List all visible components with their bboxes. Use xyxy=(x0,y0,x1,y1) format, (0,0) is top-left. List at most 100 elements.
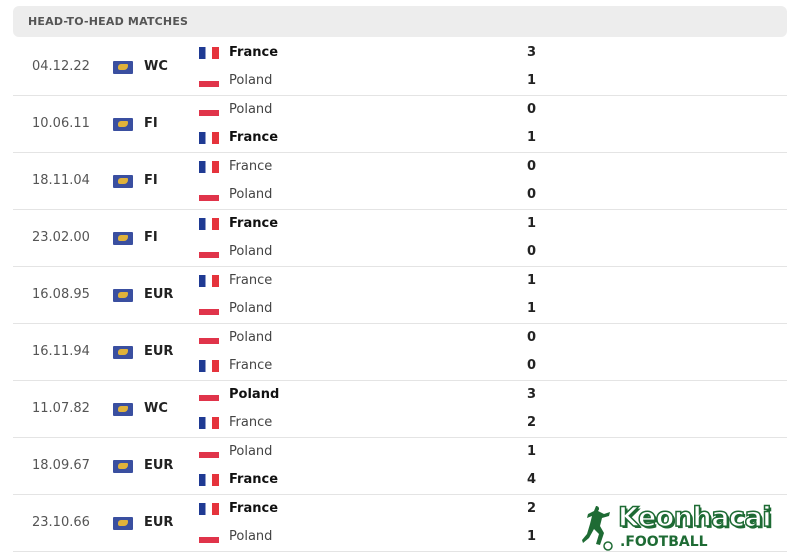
competition-world-icon xyxy=(113,118,133,131)
watermark-suffix: .FOOTBALL xyxy=(620,534,708,550)
team-score: 0 xyxy=(527,330,537,345)
team-score: 0 xyxy=(527,102,537,117)
team-name: Poland xyxy=(229,244,273,259)
match-date: 23.10.66 xyxy=(32,515,90,530)
team-name: France xyxy=(229,130,279,145)
competition-world-icon xyxy=(113,61,133,74)
poland-flag-icon xyxy=(199,332,219,344)
team-name: France xyxy=(229,415,273,430)
france-flag-icon xyxy=(199,503,219,515)
poland-flag-icon xyxy=(199,303,219,315)
team-name: France xyxy=(229,216,279,231)
team-name: France xyxy=(229,501,279,516)
footballer-icon xyxy=(582,506,613,551)
team-row: Poland 0 xyxy=(199,243,549,263)
team-row: France 3 xyxy=(199,44,549,64)
team-row: France 2 xyxy=(199,414,549,434)
team-score: 0 xyxy=(527,159,537,174)
match-date: 16.08.95 xyxy=(32,287,90,302)
competition-label: FI xyxy=(144,230,158,245)
section-header: HEAD-TO-HEAD MATCHES xyxy=(13,6,787,37)
team-name: Poland xyxy=(229,529,273,544)
competition-world-icon xyxy=(113,346,133,359)
team-score: 1 xyxy=(527,529,537,544)
match-date: 18.09.67 xyxy=(32,458,90,473)
match-date: 23.02.00 xyxy=(32,230,90,245)
match-row[interactable]: 16.11.94 EUR Poland 0 France 0 xyxy=(13,324,787,381)
team-row: France 2 xyxy=(199,500,549,520)
team-row: France 0 xyxy=(199,158,549,178)
team-score: 0 xyxy=(527,244,537,259)
team-name: France xyxy=(229,45,279,60)
team-row: France 0 xyxy=(199,357,549,377)
team-score: 0 xyxy=(527,358,537,373)
team-row: France 1 xyxy=(199,215,549,235)
team-row: France 4 xyxy=(199,471,549,491)
competition-label: WC xyxy=(144,59,168,74)
match-row[interactable]: 11.07.82 WC Poland 3 France 2 xyxy=(13,381,787,438)
team-score: 1 xyxy=(527,273,537,288)
france-flag-icon xyxy=(199,360,219,372)
match-row[interactable]: 04.12.22 WC France 3 Poland 1 xyxy=(13,39,787,96)
team-score: 0 xyxy=(527,187,537,202)
match-date: 18.11.04 xyxy=(32,173,90,188)
team-row: Poland 1 xyxy=(199,72,549,92)
competition-world-icon xyxy=(113,232,133,245)
france-flag-icon xyxy=(199,417,219,429)
team-name: Poland xyxy=(229,330,273,345)
team-row: Poland 1 xyxy=(199,528,549,548)
section-title: HEAD-TO-HEAD MATCHES xyxy=(28,15,189,28)
poland-flag-icon xyxy=(199,189,219,201)
team-name: Poland xyxy=(229,444,273,459)
match-row[interactable]: 23.02.00 FI France 1 Poland 0 xyxy=(13,210,787,267)
team-name: France xyxy=(229,273,273,288)
match-row[interactable]: 18.11.04 FI France 0 Poland 0 xyxy=(13,153,787,210)
poland-flag-icon xyxy=(199,389,219,401)
poland-flag-icon xyxy=(199,531,219,543)
match-row[interactable]: 23.10.66 EUR France 2 Poland 1 xyxy=(13,495,787,552)
match-date: 11.07.82 xyxy=(32,401,90,416)
competition-label: EUR xyxy=(144,287,174,302)
poland-flag-icon xyxy=(199,246,219,258)
team-score: 2 xyxy=(527,501,537,516)
team-row: Poland 1 xyxy=(199,443,549,463)
team-name: France xyxy=(229,159,273,174)
watermark-brand: Keonhacai xyxy=(617,501,772,534)
match-date: 10.06.11 xyxy=(32,116,90,131)
match-list: 04.12.22 WC France 3 Poland 1 10.06.11 F… xyxy=(13,39,787,552)
france-flag-icon xyxy=(199,474,219,486)
competition-label: FI xyxy=(144,116,158,131)
team-row: Poland 0 xyxy=(199,329,549,349)
team-row: France 1 xyxy=(199,129,549,149)
competition-world-icon xyxy=(113,289,133,302)
poland-flag-icon xyxy=(199,75,219,87)
team-score: 1 xyxy=(527,216,537,231)
team-name: France xyxy=(229,358,273,373)
team-name: Poland xyxy=(229,301,273,316)
team-score: 4 xyxy=(527,472,537,487)
team-score: 1 xyxy=(527,130,537,145)
competition-world-icon xyxy=(113,403,133,416)
match-row[interactable]: 18.09.67 EUR Poland 1 France 4 xyxy=(13,438,787,495)
team-row: Poland 3 xyxy=(199,386,549,406)
france-flag-icon xyxy=(199,218,219,230)
team-score: 1 xyxy=(527,301,537,316)
team-name: France xyxy=(229,472,279,487)
team-score: 1 xyxy=(527,444,537,459)
competition-world-icon xyxy=(113,460,133,473)
competition-label: EUR xyxy=(144,515,174,530)
match-row[interactable]: 16.08.95 EUR France 1 Poland 1 xyxy=(13,267,787,324)
match-row[interactable]: 10.06.11 FI Poland 0 France 1 xyxy=(13,96,787,153)
france-flag-icon xyxy=(199,161,219,173)
team-name: Poland xyxy=(229,187,273,202)
competition-world-icon xyxy=(113,517,133,530)
competition-label: WC xyxy=(144,401,168,416)
team-row: France 1 xyxy=(199,272,549,292)
poland-flag-icon xyxy=(199,446,219,458)
france-flag-icon xyxy=(199,47,219,59)
team-row: Poland 1 xyxy=(199,300,549,320)
team-name: Poland xyxy=(229,73,273,88)
competition-label: EUR xyxy=(144,458,174,473)
team-row: Poland 0 xyxy=(199,101,549,121)
watermark-logo: Keonhacai .FOOTBALL xyxy=(582,501,792,554)
